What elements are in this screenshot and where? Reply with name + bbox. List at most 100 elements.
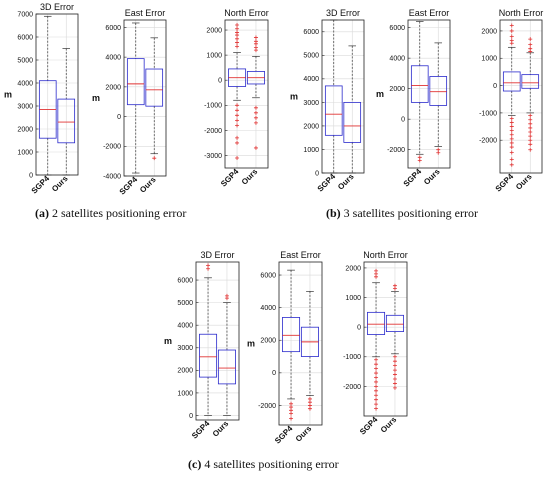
y-tick-label: 0 (315, 170, 319, 177)
outlier-marker (528, 42, 533, 47)
outlier-marker (307, 406, 312, 411)
box-ours (385, 314, 404, 332)
x-tick-label: Ours (514, 172, 534, 192)
chart-title: East Error (409, 8, 450, 18)
chart-title: 3D Error (40, 2, 74, 12)
panel-a-2: -3000 -2000 -1000 0 1000 2000 SGP4 Ours North Er… (204, 8, 269, 189)
outlier-marker (392, 286, 397, 291)
outlier-marker (374, 402, 379, 407)
chart-title: 3D Error (200, 250, 234, 260)
x-tick-label: Ours (422, 167, 442, 187)
y-axis-label: m (92, 93, 100, 103)
box-ours (217, 349, 236, 385)
box-ours (429, 76, 448, 106)
box-ours (521, 74, 540, 89)
outlier-marker (509, 132, 514, 137)
y-tick-label: 0 (117, 114, 121, 121)
box-ours (343, 101, 362, 143)
outlier-marker (253, 145, 258, 150)
plot-frame (35, 13, 79, 176)
y-tick-label: -1000 (204, 103, 222, 110)
outlier-marker (235, 135, 240, 140)
caption-c-letter: (c) (188, 457, 202, 471)
y-tick-label: 5000 (17, 57, 33, 64)
y-tick-label: 0 (29, 172, 33, 179)
outlier-marker (152, 156, 157, 161)
y-tick-label: -1000 (479, 110, 497, 117)
box-sgp4 (126, 58, 145, 106)
y-tick-label: 3000 (303, 100, 319, 107)
y-axis-label: m (290, 92, 298, 102)
outlier-marker (528, 130, 533, 135)
y-tick-label: 4000 (177, 323, 193, 330)
outlier-marker (235, 155, 240, 160)
outlier-marker (509, 23, 514, 28)
y-tick-label: -3000 (204, 153, 222, 160)
outlier-marker (206, 263, 211, 268)
x-tick-label: Ours (336, 172, 356, 192)
outlier-marker (235, 26, 240, 31)
plot-frame (278, 261, 323, 426)
x-tick-label: Ours (240, 167, 260, 187)
y-tick-label: 5000 (177, 300, 193, 307)
y-tick-label: 0 (189, 413, 193, 420)
plot-frame (224, 19, 269, 169)
y-tick-label: 1000 (303, 147, 319, 154)
panel-c-7: -2000 0 2000 4000 6000 SGP4 Ours East Error m (247, 250, 323, 446)
outlier-marker (417, 158, 422, 163)
panel-a-0: 01000200030004000500060007000SGP4Ours3D … (4, 2, 79, 196)
outlier-marker (509, 41, 514, 46)
y-tick-label: -1000 (343, 354, 361, 361)
outlier-marker (528, 113, 533, 118)
outlier-marker (528, 117, 533, 122)
y-tick-label: -2000 (103, 144, 121, 151)
chart-title: North Error (224, 8, 269, 18)
x-tick-label: SGP4 (402, 167, 424, 189)
outlier-marker (528, 134, 533, 139)
y-tick-label: 7000 (17, 11, 33, 18)
box-sgp4 (324, 85, 343, 136)
outlier-marker (374, 362, 379, 367)
y-tick-label: 4000 (105, 55, 121, 62)
outlier-marker (528, 121, 533, 126)
y-tick-label: 2000 (389, 86, 405, 93)
y-tick-label: 5000 (303, 53, 319, 60)
y-tick-label: 0 (272, 370, 276, 377)
plot-frame (195, 261, 240, 421)
caption-c-text: 4 satellites positioning error (201, 457, 339, 471)
caption-a-text: 2 satellites positioning error (49, 206, 187, 220)
outlier-marker (509, 34, 514, 39)
box-ours (57, 98, 76, 144)
y-tick-label: -4000 (103, 173, 121, 180)
outlier-marker (235, 140, 240, 145)
box-sgp4 (502, 71, 521, 92)
outlier-marker (235, 103, 240, 108)
outlier-marker (436, 150, 441, 155)
x-tick-label: SGP4 (190, 419, 212, 441)
outlier-marker (374, 406, 379, 411)
y-tick-label: 6000 (177, 277, 193, 284)
outlier-marker (253, 120, 258, 125)
outlier-marker (235, 113, 240, 118)
y-tick-label: 1000 (481, 56, 497, 63)
outlier-marker (253, 110, 258, 115)
outlier-marker (528, 142, 533, 147)
outlier-marker (235, 44, 240, 49)
y-tick-label: 2000 (303, 123, 319, 130)
outlier-marker (509, 145, 514, 150)
caption-b-letter: (b) (326, 206, 341, 220)
y-axis-label: m (376, 89, 384, 99)
caption-c: (c) 4 satellites positioning error (188, 457, 339, 472)
outlier-marker (392, 359, 397, 364)
y-tick-label: 2000 (105, 84, 121, 91)
outlier-marker (528, 37, 533, 42)
outlier-marker (392, 372, 397, 377)
y-tick-label: 1000 (177, 390, 193, 397)
y-tick-label: 0 (218, 78, 222, 85)
outlier-marker (206, 266, 211, 271)
outlier-marker (235, 108, 240, 113)
plot-frame (499, 19, 543, 174)
outlier-marker (374, 366, 379, 371)
